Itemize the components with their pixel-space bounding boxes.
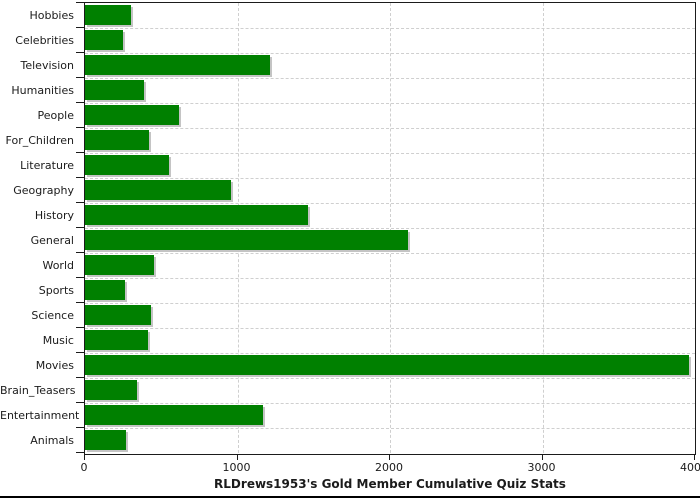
- bar-sports: [85, 280, 126, 300]
- y-tick-mark: [76, 452, 85, 453]
- gridline-horizontal: [85, 228, 695, 229]
- gridline-horizontal: [85, 353, 695, 354]
- category-label: Humanities: [11, 84, 74, 97]
- bottom-border-line: [0, 496, 700, 498]
- bar-literature: [85, 155, 169, 175]
- x-tick-mark: [541, 455, 543, 460]
- bar-celebrities: [85, 30, 124, 50]
- category-label: Animals: [30, 434, 74, 447]
- x-tick-mark: [694, 455, 695, 460]
- bar-humanities: [85, 80, 144, 100]
- gridline-horizontal: [85, 78, 695, 79]
- y-tick-mark: [76, 177, 85, 178]
- gridline-horizontal: [85, 378, 695, 379]
- category-label: Entertainment: [0, 409, 80, 422]
- x-tick-label: 3000: [527, 461, 556, 474]
- gridline-horizontal: [85, 278, 695, 279]
- x-tick-mark: [236, 455, 238, 460]
- bar-hobbies: [85, 5, 131, 25]
- y-tick-mark: [76, 152, 85, 153]
- bar-music: [85, 330, 148, 350]
- category-label: Literature: [20, 159, 74, 172]
- y-tick-mark: [76, 77, 85, 78]
- category-label: Sports: [38, 284, 74, 297]
- y-tick-mark: [76, 352, 85, 353]
- gridline-horizontal: [85, 328, 695, 329]
- bar-for_children: [85, 130, 150, 150]
- bar-science: [85, 305, 152, 325]
- category-label: Movies: [35, 359, 74, 372]
- gridline-horizontal: [85, 128, 695, 129]
- x-tick-label: 1000: [222, 461, 251, 474]
- chart-title: RLDrews1953's Gold Member Cumulative Qui…: [214, 477, 566, 491]
- category-label: Hobbies: [29, 9, 74, 22]
- gridline-horizontal: [85, 428, 695, 429]
- bar-people: [85, 105, 179, 125]
- bar-animals: [85, 430, 127, 450]
- category-label: Television: [20, 59, 75, 72]
- bar-entertainment: [85, 405, 264, 425]
- category-label: History: [34, 209, 74, 222]
- category-label: Music: [42, 334, 74, 347]
- y-tick-mark: [76, 402, 85, 403]
- x-tick-mark: [389, 455, 390, 460]
- x-tick-label: 0: [80, 461, 88, 474]
- category-label: General: [30, 234, 74, 247]
- y-tick-mark: [76, 427, 85, 428]
- y-tick-mark: [76, 2, 85, 3]
- category-label: Celebrities: [15, 34, 74, 47]
- gridline-horizontal: [85, 103, 695, 104]
- bar-history: [85, 205, 308, 225]
- y-tick-mark: [76, 302, 85, 303]
- plot-area: [84, 2, 696, 455]
- bar-general: [85, 230, 409, 250]
- category-label: Geography: [13, 184, 74, 197]
- x-tick-label: 2000: [375, 461, 403, 474]
- category-label: Brain_Teasers: [0, 384, 76, 397]
- gridline-horizontal: [85, 28, 695, 29]
- bar-world: [85, 255, 155, 275]
- y-tick-mark: [76, 52, 85, 53]
- x-tick-mark: [84, 455, 85, 460]
- category-label: People: [37, 109, 74, 122]
- y-tick-mark: [76, 327, 85, 328]
- gridline-horizontal: [85, 53, 695, 54]
- gridline-horizontal: [85, 203, 695, 204]
- bar-brain_teasers: [85, 380, 137, 400]
- gridline-horizontal: [85, 253, 695, 254]
- y-tick-mark: [76, 277, 85, 278]
- category-label: For_Children: [5, 134, 74, 147]
- y-tick-mark: [76, 227, 85, 228]
- y-tick-mark: [76, 127, 85, 128]
- gridline-horizontal: [85, 178, 695, 179]
- gridline-horizontal: [85, 303, 695, 304]
- bar-movies: [85, 355, 689, 375]
- bar-geography: [85, 180, 231, 200]
- y-tick-mark: [76, 252, 85, 253]
- y-tick-mark: [76, 377, 85, 378]
- category-label: Science: [31, 309, 74, 322]
- x-tick-label: 4000: [680, 461, 700, 474]
- bar-television: [85, 55, 270, 75]
- y-tick-mark: [76, 27, 85, 28]
- y-tick-mark: [76, 102, 85, 103]
- gridline-horizontal: [85, 153, 695, 154]
- y-tick-mark: [76, 202, 85, 203]
- gridline-horizontal: [85, 403, 695, 404]
- category-label: World: [42, 259, 74, 272]
